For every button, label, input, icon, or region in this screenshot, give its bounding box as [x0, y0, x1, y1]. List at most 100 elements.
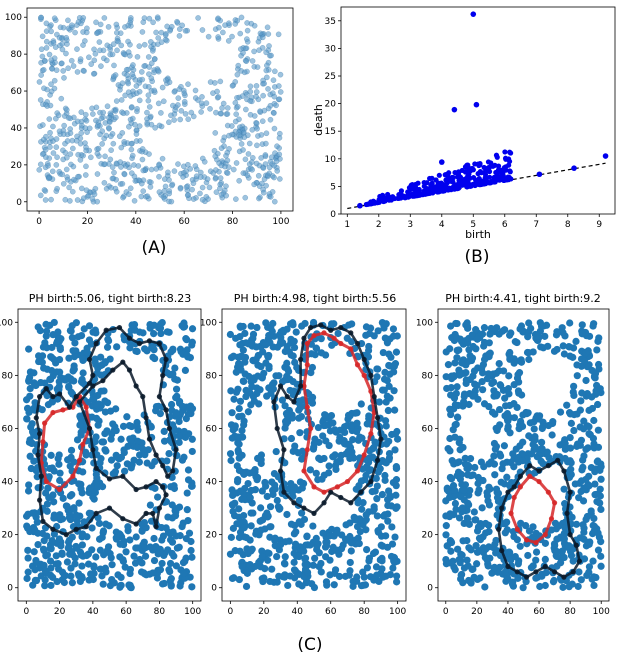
data-point	[233, 111, 240, 118]
data-point	[150, 330, 158, 338]
loop-vertex	[311, 484, 317, 490]
data-point	[183, 489, 191, 497]
data-point	[24, 554, 32, 562]
data-point	[50, 150, 57, 156]
loop-vertex	[163, 356, 169, 363]
panel-b-xtick-label: 9	[596, 220, 602, 230]
data-point	[278, 396, 286, 404]
data-point	[133, 138, 140, 144]
data-point	[375, 398, 384, 406]
data-point	[266, 43, 272, 49]
data-point	[492, 485, 501, 493]
data-point	[240, 129, 247, 136]
data-point	[75, 480, 83, 488]
data-point	[48, 135, 54, 142]
data-point	[257, 526, 265, 534]
panel-a-xtick-label: 80	[227, 217, 239, 227]
data-point	[145, 83, 152, 90]
data-point	[447, 559, 456, 567]
data-point	[70, 458, 78, 466]
data-point	[190, 180, 197, 187]
data-point	[384, 406, 392, 415]
data-point	[573, 410, 581, 418]
loop-vertex	[37, 431, 43, 437]
data-point	[59, 46, 66, 53]
data-point	[136, 123, 143, 129]
data-point	[146, 15, 153, 22]
data-point	[384, 517, 392, 525]
data-point	[232, 368, 240, 376]
data-point	[121, 563, 129, 571]
panel-a-label: (A)	[142, 238, 167, 258]
data-point	[267, 193, 274, 200]
data-point	[359, 465, 367, 473]
data-point	[460, 390, 469, 398]
diagram-point	[502, 149, 508, 155]
data-point	[163, 369, 172, 377]
data-point	[263, 49, 270, 56]
data-point	[259, 348, 267, 356]
data-point	[96, 546, 105, 554]
data-point	[51, 77, 58, 84]
data-point	[277, 540, 285, 549]
data-point	[236, 333, 244, 341]
data-point	[205, 33, 212, 40]
panel-c2-ytick-label: 0	[211, 584, 217, 594]
data-point	[596, 492, 604, 500]
data-point	[454, 401, 462, 410]
data-point	[256, 517, 264, 525]
data-point	[110, 426, 118, 434]
data-point	[525, 355, 533, 364]
data-point	[260, 369, 268, 377]
panel-c3-ytick-label: 60	[422, 424, 434, 434]
data-point	[128, 170, 135, 176]
data-point	[199, 27, 206, 33]
data-point	[69, 347, 77, 355]
data-point	[199, 184, 206, 191]
data-point	[32, 467, 40, 475]
data-point	[146, 501, 154, 509]
loop-vertex	[304, 362, 310, 368]
data-point	[457, 571, 465, 579]
panel-a-ytick-label: 40	[11, 124, 23, 134]
data-point	[57, 24, 64, 31]
data-point	[240, 421, 248, 429]
data-point	[68, 57, 75, 64]
data-point	[283, 412, 291, 420]
data-point	[142, 571, 150, 579]
data-point	[469, 392, 477, 400]
loop-vertex	[93, 340, 99, 347]
data-point	[304, 561, 312, 569]
data-point	[66, 184, 72, 191]
diagram-point	[432, 188, 438, 194]
data-point	[117, 86, 123, 93]
data-point	[188, 553, 196, 561]
data-point	[266, 577, 274, 586]
data-point	[557, 559, 565, 567]
data-point	[314, 540, 322, 548]
panel-b-xtick-label: 5	[470, 220, 476, 230]
data-point	[37, 192, 44, 199]
data-point	[283, 510, 291, 519]
data-point	[229, 33, 235, 40]
data-point	[458, 504, 466, 512]
data-point	[185, 161, 191, 168]
data-point	[68, 551, 77, 559]
data-point	[457, 550, 465, 558]
data-point	[506, 353, 514, 361]
data-point	[163, 457, 171, 465]
data-point	[381, 511, 389, 519]
data-point	[271, 125, 278, 132]
loop-vertex	[514, 569, 520, 575]
data-point	[159, 84, 166, 91]
data-point	[83, 29, 90, 36]
data-point	[41, 567, 49, 575]
data-point	[504, 385, 512, 393]
data-point	[73, 436, 82, 444]
data-point	[53, 162, 60, 168]
data-point	[309, 445, 318, 453]
data-point	[451, 499, 460, 508]
data-point	[78, 185, 85, 192]
data-point	[257, 504, 265, 512]
